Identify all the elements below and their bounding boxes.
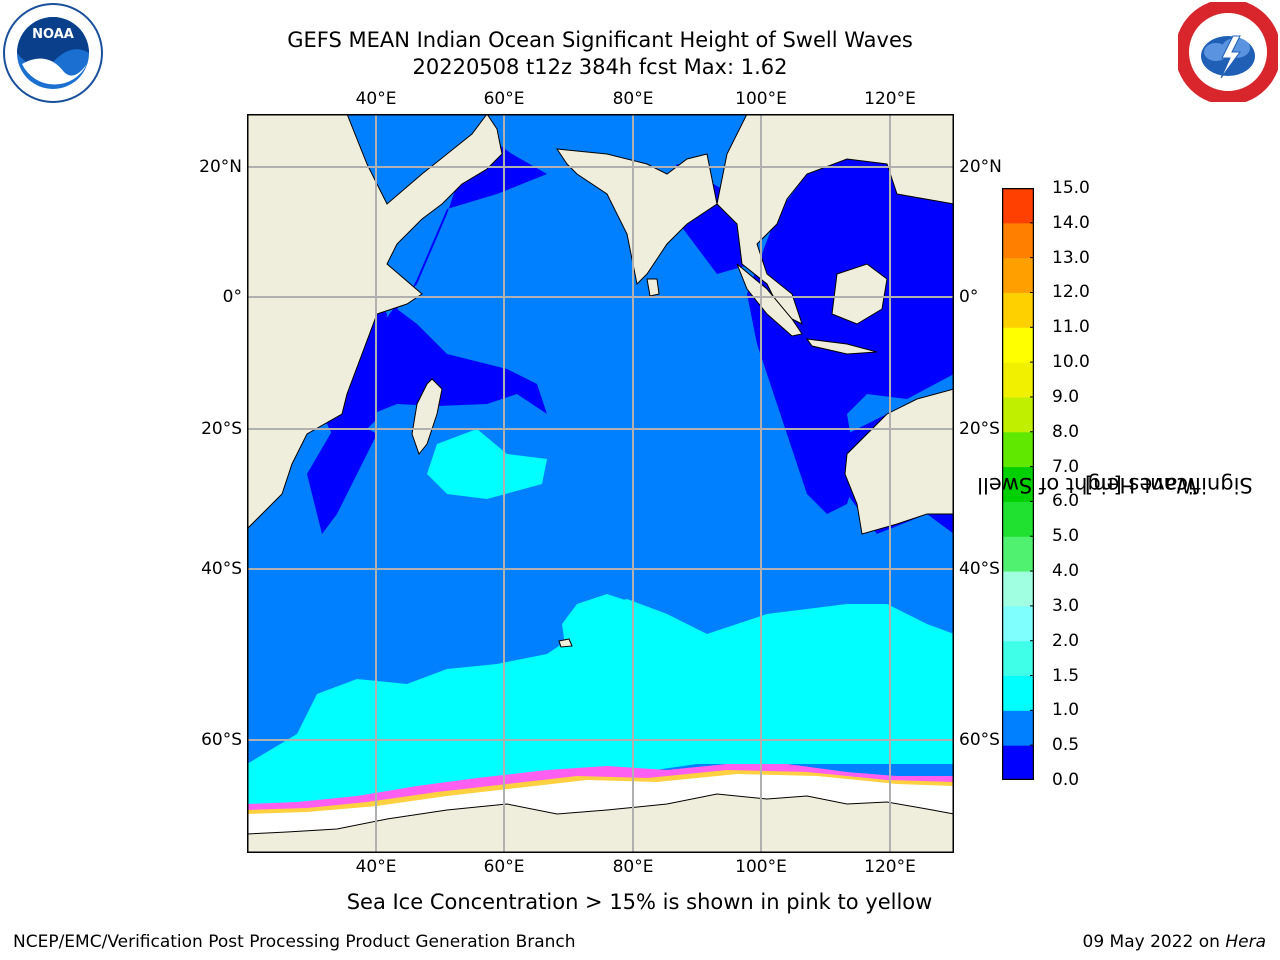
lon-tick-bottom-120e: 120°E <box>864 857 916 877</box>
colorbar-segment <box>1002 605 1034 642</box>
map-subtitle: 20220508 t12z 384h fcst Max: 1.62 <box>412 55 788 79</box>
lat-tick-right-20n: 20°N <box>959 157 1002 177</box>
lon-tick-top-40e: 40°E <box>355 89 397 109</box>
colorbar-label: 9.0 <box>1052 386 1080 407</box>
lon-tick-bottom-80e: 80°E <box>612 857 654 877</box>
colorbar <box>1002 188 1034 780</box>
sumatra-land <box>736 263 803 337</box>
colorbar-label: 0.0 <box>1052 770 1080 790</box>
map-frame <box>247 114 954 853</box>
colorbar-label: 11.0 <box>1052 317 1090 338</box>
footer-date-text: 09 May 2022 on <box>1082 932 1226 952</box>
colorbar-segment <box>1002 640 1034 677</box>
colorbar-label: 8.0 <box>1052 421 1080 442</box>
colorbar-label: 6.0 <box>1052 491 1080 512</box>
colorbar-segment <box>1002 745 1034 780</box>
java-land <box>805 338 878 355</box>
colorbar-label: 13.0 <box>1052 247 1090 268</box>
colorbar-label: 12.0 <box>1052 282 1090 303</box>
lat-tick-right-60s: 60°S <box>959 730 1000 750</box>
colorbar-segment <box>1002 188 1034 224</box>
lat-tick-right-0: 0° <box>959 287 979 307</box>
map-panel <box>247 114 954 853</box>
colorbar-label: 3.0 <box>1052 595 1080 616</box>
colorbar-segment <box>1002 327 1034 363</box>
lat-tick-right-20s: 20°S <box>959 419 1000 439</box>
lon-tick-top-60e: 60°E <box>483 89 525 109</box>
sea-ice-caption: Sea Ice Concentration > 15% is shown in … <box>346 890 933 914</box>
colorbar-segment <box>1002 257 1034 293</box>
colorbar-label: 1.5 <box>1052 665 1080 686</box>
lon-tick-bottom-60e: 60°E <box>483 857 525 877</box>
lat-tick-left-20n: 20°N <box>199 157 242 177</box>
lon-tick-top-100e: 100°E <box>735 89 787 109</box>
noaa-logo-text: NOAA <box>32 27 74 42</box>
noaa-logo-icon: NOAA <box>3 3 103 103</box>
india-land <box>555 148 718 286</box>
lon-tick-bottom-40e: 40°E <box>355 857 397 877</box>
colorbar-label: 2.0 <box>1052 630 1080 651</box>
footer-machine: Hera <box>1225 932 1266 952</box>
antarctica-land <box>247 793 954 853</box>
map-title: GEFS MEAN Indian Ocean Significant Heigh… <box>287 28 913 52</box>
footer-date: 09 May 2022 on Hera <box>1083 932 1267 952</box>
colorbar-label: 0.5 <box>1052 735 1080 756</box>
nws-logo-icon <box>1178 2 1278 102</box>
colorbar-label: 5.0 <box>1052 526 1080 547</box>
colorbar-title-line2: Waves [m] <box>1084 473 1198 497</box>
colorbar-segment <box>1002 466 1034 502</box>
graticule <box>247 114 954 853</box>
colorbar-segment <box>1002 362 1034 398</box>
colorbar-label: 4.0 <box>1052 561 1080 582</box>
kerguelen-island <box>558 638 573 648</box>
colorbar-segment <box>1002 396 1034 433</box>
colorbar-segment <box>1002 501 1034 537</box>
lat-tick-left-20s: 20°S <box>201 419 242 439</box>
colorbar-label: 1.0 <box>1052 700 1080 721</box>
colorbar-label: 7.0 <box>1052 456 1080 477</box>
colorbar-segment <box>1002 292 1034 328</box>
madagascar-land <box>411 378 443 456</box>
sri-lanka-land <box>646 278 660 297</box>
borneo-land <box>831 263 888 325</box>
colorbar-segment <box>1002 536 1034 572</box>
colorbar-segment <box>1002 431 1034 468</box>
colorbar-label: 10.0 <box>1052 352 1090 373</box>
colorbar-label: 15.0 <box>1052 178 1090 198</box>
lon-tick-top-120e: 120°E <box>864 89 916 109</box>
lat-tick-right-40s: 40°S <box>959 559 1000 579</box>
southern-ocean-swell-band <box>247 599 954 804</box>
lon-tick-bottom-100e: 100°E <box>735 857 787 877</box>
colorbar-segment <box>1002 710 1034 746</box>
colorbar-segment <box>1002 571 1034 607</box>
australia-land <box>844 388 954 535</box>
southern-ocean-swell-patch-2 <box>562 594 647 674</box>
colorbar-segment <box>1002 675 1034 711</box>
colorbar-segment <box>1002 222 1034 259</box>
subtropical-swell-patch <box>427 429 547 499</box>
lon-tick-top-80e: 80°E <box>612 89 654 109</box>
mozambique-low-swell <box>307 414 377 534</box>
colorbar-label: 14.0 <box>1052 212 1090 233</box>
footer-branch: NCEP/EMC/Verification Post Processing Pr… <box>13 932 576 952</box>
lat-tick-left-60s: 60°S <box>201 730 242 750</box>
lat-tick-left-40s: 40°S <box>201 559 242 579</box>
lat-tick-left-0: 0° <box>222 287 242 307</box>
